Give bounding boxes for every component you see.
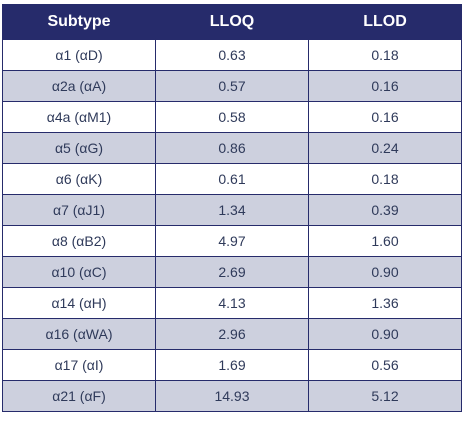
table-body: α1 (αD) 0.63 0.18 α2a (αA) 0.57 0.16 α4a… — [2, 39, 462, 412]
table-row: α2a (αA) 0.57 0.16 — [2, 70, 462, 102]
table-row: α1 (αD) 0.63 0.18 — [2, 39, 462, 71]
cell-llod: 0.18 — [308, 39, 462, 71]
table-header: Subtype LLOQ LLOD — [2, 4, 462, 40]
cell-lloq: 4.13 — [155, 287, 309, 319]
cell-llod: 0.90 — [308, 318, 462, 350]
table-row: α10 (αC) 2.69 0.90 — [2, 256, 462, 288]
cell-lloq: 14.93 — [155, 380, 309, 412]
cell-llod: 1.60 — [308, 225, 462, 257]
cell-lloq: 1.34 — [155, 194, 309, 226]
cell-llod: 0.16 — [308, 70, 462, 102]
cell-subtype: α14 (αH) — [2, 287, 156, 319]
cell-subtype: α17 (αI) — [2, 349, 156, 381]
cell-subtype: α4a (αM1) — [2, 101, 156, 133]
cell-llod: 0.24 — [308, 132, 462, 164]
cell-subtype: α21 (αF) — [2, 380, 156, 412]
cell-subtype: α16 (αWA) — [2, 318, 156, 350]
cell-subtype: α5 (αG) — [2, 132, 156, 164]
table-row: α14 (αH) 4.13 1.36 — [2, 287, 462, 319]
cell-lloq: 2.69 — [155, 256, 309, 288]
cell-lloq: 1.69 — [155, 349, 309, 381]
header-subtype: Subtype — [2, 4, 156, 40]
header-llod: LLOD — [308, 4, 462, 40]
table-row: α21 (αF) 14.93 5.12 — [2, 380, 462, 412]
table-row: α6 (αK) 0.61 0.18 — [2, 163, 462, 195]
cell-subtype: α6 (αK) — [2, 163, 156, 195]
table-row: α5 (αG) 0.86 0.24 — [2, 132, 462, 164]
table-row: α7 (αJ1) 1.34 0.39 — [2, 194, 462, 226]
cell-llod: 0.16 — [308, 101, 462, 133]
cell-llod: 0.56 — [308, 349, 462, 381]
cell-llod: 1.36 — [308, 287, 462, 319]
header-lloq: LLOQ — [155, 4, 309, 40]
header-row: Subtype LLOQ LLOD — [2, 4, 462, 40]
cell-lloq: 0.58 — [155, 101, 309, 133]
cell-subtype: α2a (αA) — [2, 70, 156, 102]
cell-subtype: α1 (αD) — [2, 39, 156, 71]
subtype-table: Subtype LLOQ LLOD α1 (αD) 0.63 0.18 α2a … — [2, 4, 462, 412]
subtype-table-container: Subtype LLOQ LLOD α1 (αD) 0.63 0.18 α2a … — [2, 4, 462, 412]
table-row: α8 (αB2) 4.97 1.60 — [2, 225, 462, 257]
cell-subtype: α8 (αB2) — [2, 225, 156, 257]
cell-subtype: α10 (αC) — [2, 256, 156, 288]
cell-llod: 0.18 — [308, 163, 462, 195]
table-row: α16 (αWA) 2.96 0.90 — [2, 318, 462, 350]
cell-lloq: 0.86 — [155, 132, 309, 164]
table-row: α4a (αM1) 0.58 0.16 — [2, 101, 462, 133]
table-row: α17 (αI) 1.69 0.56 — [2, 349, 462, 381]
cell-lloq: 0.57 — [155, 70, 309, 102]
cell-lloq: 0.63 — [155, 39, 309, 71]
cell-lloq: 0.61 — [155, 163, 309, 195]
cell-llod: 5.12 — [308, 380, 462, 412]
cell-lloq: 2.96 — [155, 318, 309, 350]
cell-llod: 0.90 — [308, 256, 462, 288]
cell-subtype: α7 (αJ1) — [2, 194, 156, 226]
cell-lloq: 4.97 — [155, 225, 309, 257]
cell-llod: 0.39 — [308, 194, 462, 226]
